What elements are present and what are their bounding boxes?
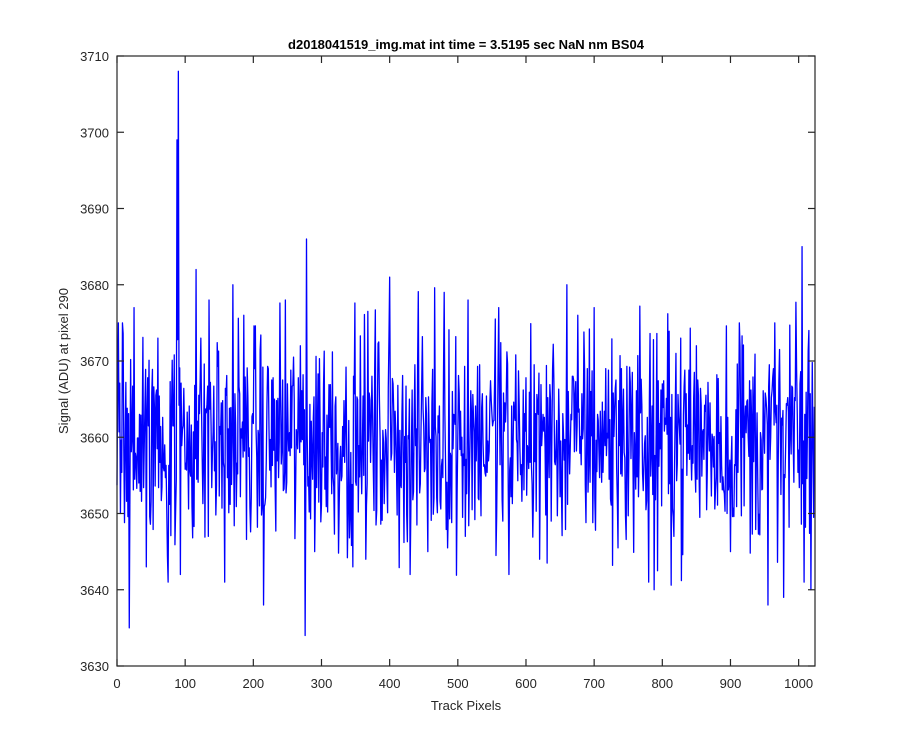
y-tick-label: 3660 <box>80 430 109 445</box>
x-tick-label: 900 <box>720 676 742 691</box>
data-layer <box>116 70 815 637</box>
x-tick-label: 400 <box>379 676 401 691</box>
signal-series-line <box>116 70 815 637</box>
x-tick-label: 100 <box>174 676 196 691</box>
x-tick-label: 300 <box>311 676 333 691</box>
x-ticks: 0 100 200 300 400 500 600 700 800 900 1000 <box>113 56 813 691</box>
x-tick-label: 800 <box>651 676 673 691</box>
x-axis-label: Track Pixels <box>431 698 502 713</box>
y-tick-label: 3640 <box>80 583 109 598</box>
x-tick-label: 1000 <box>784 676 813 691</box>
y-tick-label: 3700 <box>80 125 109 140</box>
y-tick-label: 3670 <box>80 354 109 369</box>
chart-title: d2018041519_img.mat int time = 3.5195 se… <box>288 37 645 52</box>
y-tick-label: 3680 <box>80 278 109 293</box>
x-tick-label: 600 <box>515 676 537 691</box>
x-tick-label: 500 <box>447 676 469 691</box>
plot-area <box>117 56 815 666</box>
y-ticks: 3630 3640 3650 3660 3670 3680 3690 3700 3710 <box>80 49 815 674</box>
y-tick-label: 3630 <box>80 659 109 674</box>
y-tick-label: 3690 <box>80 202 109 217</box>
x-tick-label: 0 <box>113 676 120 691</box>
y-tick-label: 3710 <box>80 49 109 64</box>
y-axis-label: Signal (ADU) at pixel 290 <box>56 288 71 434</box>
y-tick-label: 3650 <box>80 507 109 522</box>
x-tick-label: 200 <box>242 676 264 691</box>
x-tick-label: 700 <box>583 676 605 691</box>
